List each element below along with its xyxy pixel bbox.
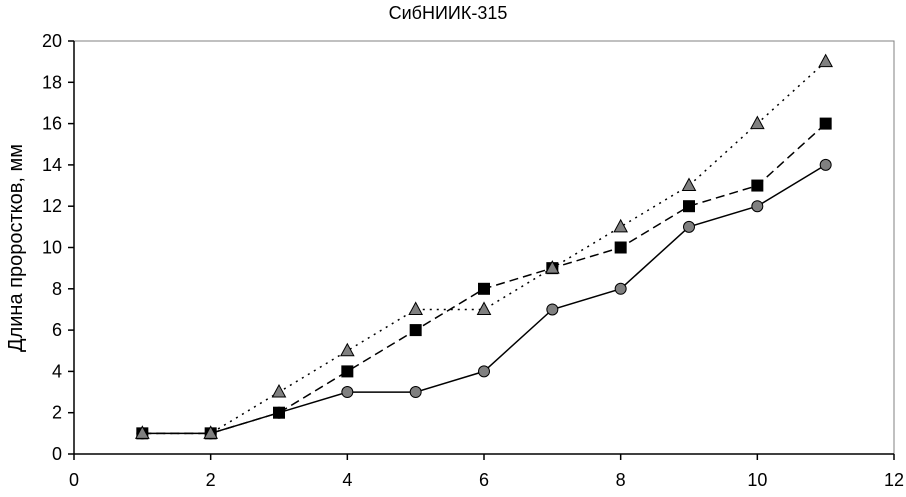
data-point-triangle bbox=[271, 384, 287, 398]
x-tick-label: 2 bbox=[206, 470, 216, 490]
plot-area-frame bbox=[73, 40, 895, 455]
x-tick-label: 12 bbox=[884, 470, 904, 490]
y-tick-label: 0 bbox=[52, 444, 62, 464]
y-tick-label: 20 bbox=[42, 31, 62, 51]
data-point-triangle bbox=[613, 218, 629, 233]
data-point-circle bbox=[478, 365, 490, 378]
y-axis-label: Длина проростков, мм bbox=[5, 144, 27, 352]
data-point-circle bbox=[819, 158, 832, 171]
y-tick-label: 4 bbox=[52, 361, 62, 381]
x-tick-label: 0 bbox=[69, 470, 79, 490]
series-square bbox=[136, 117, 832, 440]
chart-title: СибНИИК-315 bbox=[389, 3, 508, 23]
data-point-circle bbox=[546, 303, 559, 316]
y-tick-label: 18 bbox=[42, 72, 62, 92]
x-tick-label: 6 bbox=[479, 470, 489, 490]
series-circle bbox=[136, 158, 832, 440]
data-point-circle bbox=[409, 386, 422, 399]
data-point-triangle bbox=[818, 53, 834, 68]
series-line-circle bbox=[142, 164, 827, 435]
data-point-square bbox=[478, 282, 490, 295]
y-tick-label: 16 bbox=[42, 114, 62, 134]
series-layer bbox=[134, 53, 834, 440]
data-point-triangle bbox=[134, 425, 150, 439]
data-point-triangle bbox=[339, 342, 355, 357]
y-tick-label: 6 bbox=[52, 320, 62, 340]
data-point-square bbox=[409, 324, 422, 337]
data-point-triangle bbox=[681, 177, 697, 192]
y-tick-label: 10 bbox=[42, 238, 62, 258]
data-point-square bbox=[683, 200, 695, 213]
data-point-triangle bbox=[408, 301, 424, 315]
data-point-circle bbox=[683, 220, 695, 233]
data-point-circle bbox=[341, 386, 354, 399]
data-point-triangle bbox=[476, 301, 492, 315]
data-point-triangle bbox=[544, 260, 560, 274]
data-point-square bbox=[341, 365, 354, 378]
data-point-square bbox=[273, 406, 285, 419]
y-tick-label: 2 bbox=[52, 403, 62, 423]
data-point-triangle bbox=[203, 425, 219, 439]
x-tick-label: 4 bbox=[342, 470, 352, 490]
data-point-square bbox=[614, 241, 627, 254]
y-tick-label: 8 bbox=[52, 279, 62, 299]
axes: 0 2 4 6 8 10 12 14 16 18 20 0 2 4 6 8 10 12 bbox=[42, 31, 904, 490]
data-point-circle bbox=[614, 282, 627, 295]
y-tick-label: 14 bbox=[42, 155, 62, 175]
series-triangle bbox=[134, 53, 834, 439]
data-point-square bbox=[819, 117, 832, 130]
x-tick-label: 8 bbox=[616, 470, 626, 490]
data-point-triangle bbox=[749, 115, 765, 130]
x-tick-label: 10 bbox=[747, 470, 767, 490]
data-point-square bbox=[751, 179, 764, 192]
series-line-triangle bbox=[142, 61, 827, 435]
y-tick-label: 12 bbox=[42, 196, 62, 216]
data-point-circle bbox=[751, 200, 764, 213]
series-line-square bbox=[142, 123, 827, 435]
